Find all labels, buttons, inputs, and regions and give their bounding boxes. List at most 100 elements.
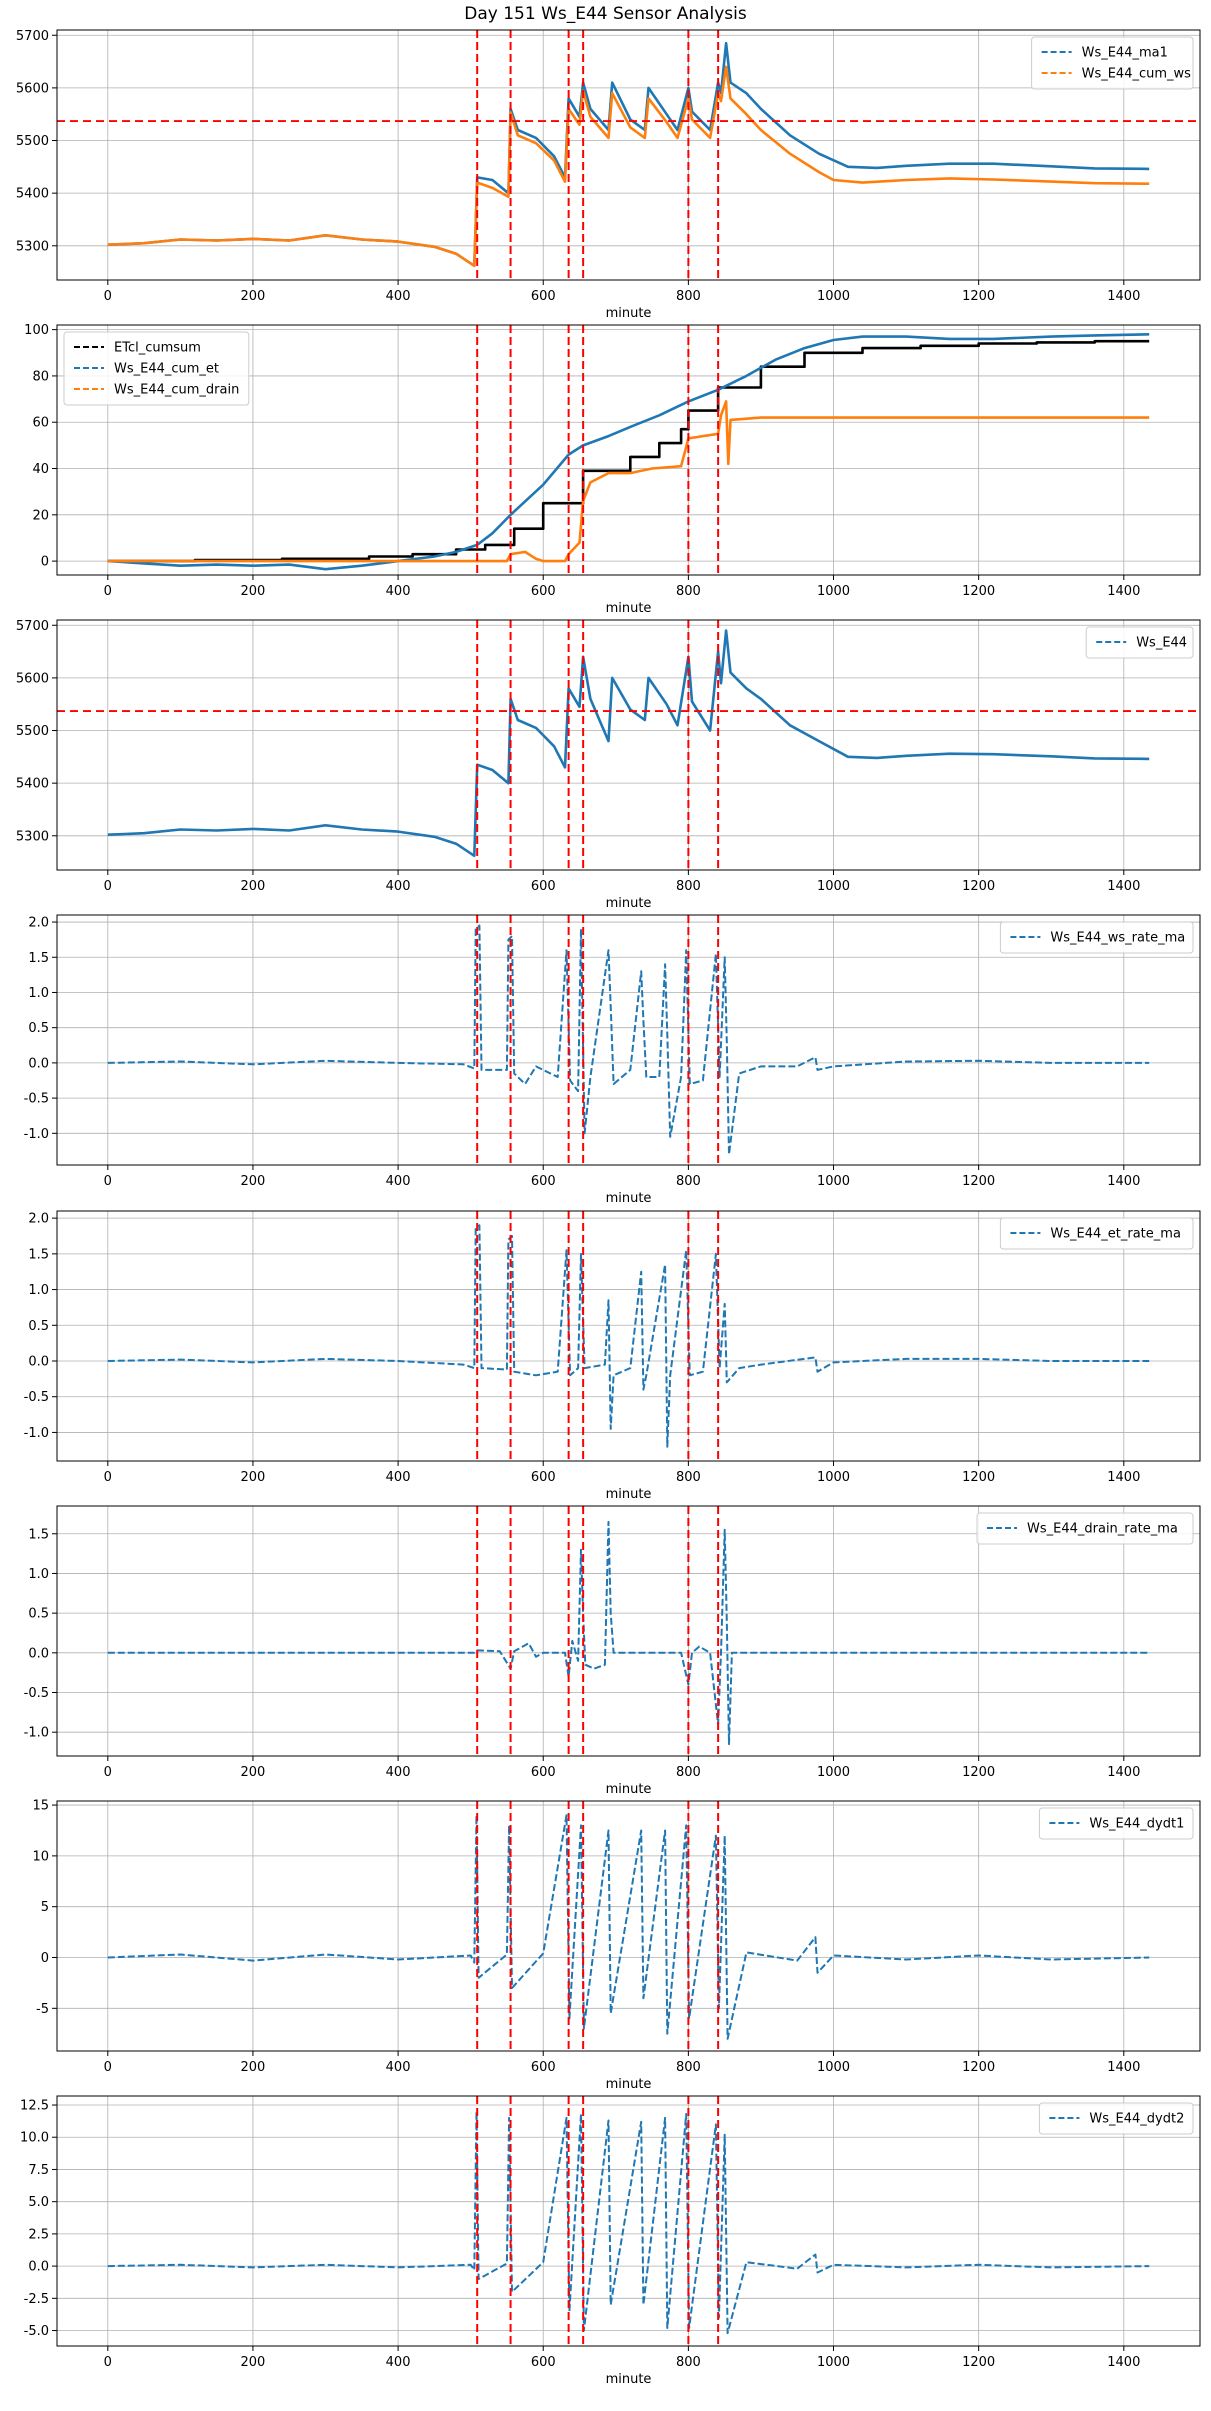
- y-tick-label: 0.5: [28, 1021, 49, 1036]
- y-tick-label: -1.0: [24, 1726, 49, 1741]
- y-tick-label: 5700: [16, 29, 49, 44]
- legend-box: [63, 331, 250, 406]
- y-tick-label: 5300: [16, 239, 49, 254]
- axes-frame: [56, 619, 1201, 871]
- legend: ETcl_cumsum Ws_E44_cum_et Ws_E44_cum_drain: [63, 331, 250, 406]
- x-tick-label: 400: [386, 2060, 411, 2075]
- x-tick-label: 1400: [1107, 289, 1140, 304]
- x-tick-label: 200: [241, 1470, 266, 1485]
- legend-label: ETcl_cumsum: [114, 341, 201, 356]
- y-tick-label: 1.0: [28, 986, 49, 1001]
- axes-frame: [56, 1505, 1201, 1757]
- axes-frame: [56, 2095, 1201, 2347]
- y-tick-label: 0.0: [28, 1355, 49, 1370]
- y-tick-label: 5700: [16, 619, 49, 634]
- legend: Ws_E44_et_rate_ma: [999, 1217, 1194, 1250]
- series-group: [107, 1520, 1150, 1746]
- y-tick-label: 100: [24, 323, 49, 338]
- y-tick-label: 5: [41, 1900, 49, 1915]
- x-tick-label: 1400: [1107, 2060, 1140, 2075]
- axes-frame: [56, 1800, 1201, 2052]
- x-tick-label: 800: [676, 2355, 701, 2370]
- y-tick-label: 0.5: [28, 1607, 49, 1622]
- y-tick-label: 80: [32, 369, 49, 384]
- x-tick-label: 0: [104, 879, 112, 894]
- y-tick-label: 0: [41, 555, 49, 570]
- y-tick-label: 1.0: [28, 1283, 49, 1298]
- series-line-ETcl_cumsum: [107, 339, 1150, 563]
- subplot-5: 0 200 400 600 800 1000 1200 1400 -1.0 -0.5 0.0 0.5 1…: [24, 1210, 1201, 1502]
- x-tick-label: 1400: [1107, 2355, 1140, 2370]
- plot-area: [57, 620, 1200, 870]
- y-tick-label: 5400: [16, 777, 49, 792]
- series-group: [107, 41, 1150, 268]
- plot-area: [57, 915, 1200, 1165]
- subplot-4: 0 200 400 600 800 1000 1200 1400 -1.0 -0.5 0.0 0.5 1…: [24, 914, 1201, 1206]
- x-tick-label: 0: [104, 1174, 112, 1189]
- y-tick-label: -1.0: [24, 1127, 49, 1142]
- x-tick-label: 800: [676, 879, 701, 894]
- x-tick-label: 0: [104, 2060, 112, 2075]
- y-tick-label: 5300: [16, 829, 49, 844]
- y-tick-label: 1.5: [28, 951, 49, 966]
- legend-label: Ws_E44: [1136, 636, 1187, 651]
- x-tick-label: 1400: [1107, 1470, 1140, 1485]
- x-tick-label: 0: [104, 584, 112, 599]
- y-tick-label: 40: [32, 462, 49, 477]
- legend: Ws_E44_ws_rate_ma: [999, 921, 1194, 954]
- legend-label: Ws_E44_drain_rate_ma: [1027, 1522, 1178, 1537]
- x-tick-label: 1200: [962, 1765, 995, 1780]
- plot-area: [57, 30, 1200, 280]
- y-tick-label: 0.5: [28, 1319, 49, 1334]
- y-tick-label: -2.5: [24, 2292, 49, 2307]
- x-tick-label: 600: [531, 1470, 556, 1485]
- legend-box: [1085, 626, 1194, 659]
- x-tick-label: 200: [241, 2355, 266, 2370]
- x-tick-label: 200: [241, 879, 266, 894]
- legend-box: [999, 921, 1194, 954]
- x-tick-label: 600: [531, 2060, 556, 2075]
- x-tick-label: 1000: [817, 2355, 850, 2370]
- y-tick-label: 5600: [16, 671, 49, 686]
- x-tick-label: 200: [241, 1765, 266, 1780]
- series-line-Ws_E44_dydt1: [107, 1814, 1150, 2040]
- y-tick-label: -5.0: [24, 2324, 49, 2339]
- x-tick-label: 200: [241, 2060, 266, 2075]
- x-tick-label: 1200: [962, 2060, 995, 2075]
- x-tick-label: 0: [104, 1765, 112, 1780]
- x-axis-label: minute: [606, 896, 652, 911]
- x-tick-label: 200: [241, 1174, 266, 1189]
- x-tick-label: 400: [386, 1174, 411, 1189]
- x-tick-label: 600: [531, 584, 556, 599]
- series-line-Ws_E44_cum_drain: [107, 400, 1150, 563]
- series-group: [107, 924, 1150, 1156]
- legend: Ws_E44_dydt2: [1038, 2102, 1194, 2135]
- series-line-Ws_E44_cum_ws: [107, 65, 1150, 268]
- legend-label: Ws_E44_cum_et: [114, 362, 219, 377]
- y-tick-label: 5500: [16, 724, 49, 739]
- y-tick-label: 0.0: [28, 1056, 49, 1071]
- y-tick-label: 0.0: [28, 1646, 49, 1661]
- x-axis-label: minute: [606, 1487, 652, 1502]
- x-tick-label: 1400: [1107, 879, 1140, 894]
- x-tick-label: 600: [531, 289, 556, 304]
- y-tick-label: 5400: [16, 187, 49, 202]
- subplot-6: 0 200 400 600 800 1000 1200 1400 -1.0 -0.5 0.0 0.5 1…: [24, 1505, 1201, 1797]
- legend-box: [1038, 2102, 1194, 2135]
- x-tick-label: 800: [676, 584, 701, 599]
- legend-label: Ws_E44_cum_drain: [114, 383, 239, 398]
- y-tick-label: 2.5: [28, 2227, 49, 2242]
- legend-label: Ws_E44_ma1: [1082, 46, 1168, 61]
- series-line-Ws_E44: [107, 629, 1150, 858]
- legend-box: [976, 1512, 1194, 1545]
- x-tick-label: 1200: [962, 1174, 995, 1189]
- y-tick-label: 20: [32, 508, 49, 523]
- legend-label: Ws_E44_ws_rate_ma: [1050, 931, 1185, 946]
- y-tick-label: 5500: [16, 134, 49, 149]
- x-tick-label: 1200: [962, 879, 995, 894]
- x-axis-label: minute: [606, 1191, 652, 1206]
- x-tick-label: 800: [676, 2060, 701, 2075]
- y-tick-label: 1.5: [28, 1527, 49, 1542]
- x-tick-label: 800: [676, 1470, 701, 1485]
